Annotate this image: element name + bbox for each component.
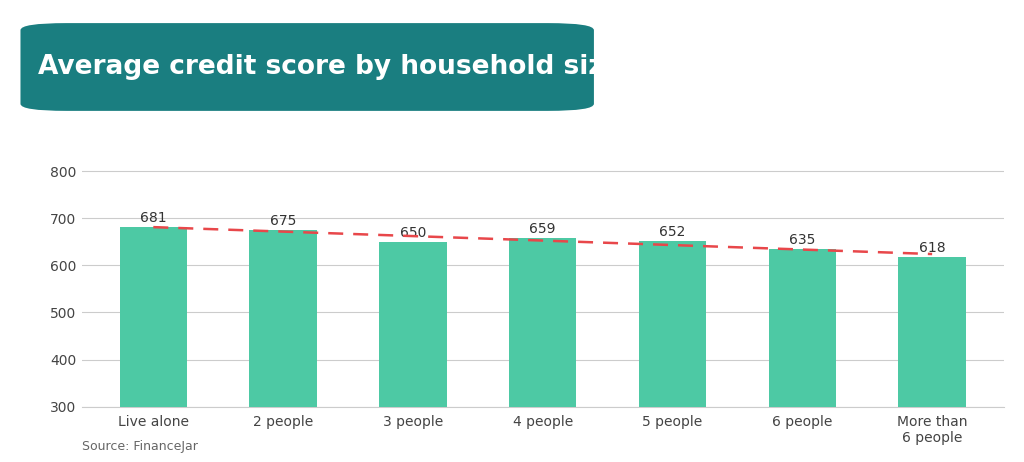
Text: Average credit score by household size: Average credit score by household size: [38, 54, 622, 80]
Text: Source: FinanceJar: Source: FinanceJar: [82, 440, 198, 453]
Text: 681: 681: [140, 212, 167, 225]
Bar: [509, 237, 577, 462]
Text: 652: 652: [659, 225, 686, 239]
FancyBboxPatch shape: [20, 23, 594, 111]
Text: 659: 659: [529, 222, 556, 236]
Bar: [120, 227, 187, 462]
Bar: [250, 230, 316, 462]
Bar: [898, 257, 966, 462]
Text: 650: 650: [399, 226, 426, 240]
Text: 618: 618: [919, 241, 945, 255]
Text: 675: 675: [270, 214, 296, 228]
Bar: [379, 242, 446, 462]
Text: 635: 635: [790, 233, 815, 247]
Bar: [769, 249, 836, 462]
Bar: [639, 241, 707, 462]
